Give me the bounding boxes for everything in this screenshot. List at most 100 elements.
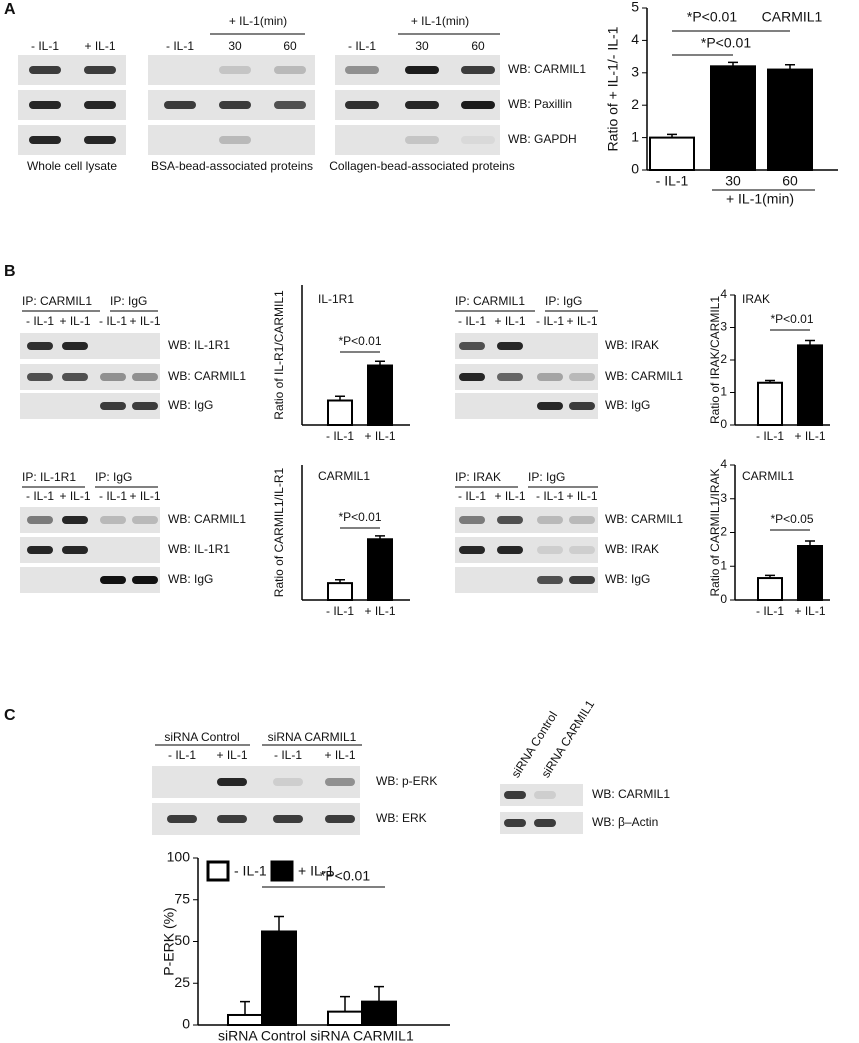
band (459, 342, 485, 350)
bar (367, 364, 393, 426)
x-tick-label: - IL-1 (756, 429, 784, 443)
wb-label: WB: GAPDH (508, 132, 577, 146)
band (497, 546, 523, 554)
lane-label: + IL-1 (324, 748, 355, 762)
band (345, 66, 379, 74)
y-tick-label: 100 (167, 849, 191, 865)
band (459, 516, 485, 524)
bar (710, 65, 756, 171)
y-tick-label: 75 (174, 890, 190, 906)
band (132, 373, 158, 381)
lane-label: - IL-1 (274, 748, 302, 762)
band (534, 791, 556, 799)
band (100, 576, 126, 584)
error-bar (765, 379, 775, 383)
band (325, 778, 355, 786)
band (537, 373, 563, 381)
band (164, 101, 196, 109)
wb-label: WB: IgG (168, 572, 213, 586)
chart-title: CARMIL1 (318, 469, 370, 483)
wb-label: WB: CARMIL1 (605, 369, 683, 383)
legend-label: + IL-1 (298, 863, 334, 879)
blot-caption: Whole cell lysate (27, 159, 117, 173)
error-bar (375, 360, 385, 366)
x-tick-label: siRNA CARMIL1 (310, 1028, 414, 1043)
chart-title: CARMIL1 (742, 469, 794, 483)
band (534, 819, 556, 827)
group-label: IP: IgG (528, 470, 565, 484)
band (537, 546, 563, 554)
y-tick-label: 5 (631, 0, 639, 15)
y-tick-label: 2 (720, 525, 727, 539)
band (29, 66, 61, 74)
group-label: IP: IgG (95, 470, 132, 484)
lane-label: - IL-1 (166, 39, 194, 53)
band (459, 373, 485, 381)
wb-label: WB: CARMIL1 (168, 512, 246, 526)
y-tick-label: 4 (631, 31, 639, 47)
band (405, 101, 439, 109)
group-label: siRNA Control (164, 730, 239, 744)
group-label: + IL-1(min) (229, 14, 287, 28)
wb-label: WB: ERK (376, 811, 427, 825)
blot-strip (152, 766, 360, 798)
band (274, 66, 306, 74)
lane-label: + IL-1 (566, 314, 597, 328)
lane-label: 60 (471, 39, 485, 53)
bar (327, 582, 353, 601)
y-tick-label: 1 (631, 128, 639, 144)
band (461, 66, 495, 74)
lane-label: 30 (228, 39, 242, 53)
lane-label: 30 (415, 39, 429, 53)
lane-label: + IL-1 (566, 489, 597, 503)
lane-label: + IL-1 (84, 39, 115, 53)
lane-label: - IL-1 (348, 39, 376, 53)
category-group: + IL-1(min) (726, 191, 794, 207)
band (537, 576, 563, 584)
bar (367, 538, 393, 601)
error-bar (375, 535, 385, 540)
lane-label: - IL-1 (168, 748, 196, 762)
wb-label: WB: IRAK (605, 338, 659, 352)
band (84, 66, 116, 74)
band (132, 402, 158, 410)
bar (767, 68, 813, 171)
band (497, 516, 523, 524)
y-tick-label: 0 (631, 161, 639, 177)
y-tick-label: 0 (720, 592, 727, 606)
lane-label: + IL-1 (494, 489, 525, 503)
x-tick-label: 30 (725, 173, 741, 189)
lane-label: + IL-1 (59, 314, 90, 328)
x-tick-label: 60 (782, 173, 798, 189)
error-bar (374, 985, 384, 1002)
bar (649, 136, 695, 172)
band (62, 546, 88, 554)
band (84, 136, 116, 144)
lane-label: - IL-1 (99, 489, 127, 503)
band (273, 778, 303, 786)
band (217, 815, 247, 823)
group-label: + IL-1(min) (411, 14, 469, 28)
band (132, 516, 158, 524)
y-tick-label: 50 (174, 932, 190, 948)
band (29, 136, 61, 144)
wb-label: WB: IgG (605, 572, 650, 586)
y-tick-label: 0 (720, 417, 727, 431)
chart-title: IRAK (742, 292, 770, 306)
group-label: IP: IL-1R1 (22, 470, 76, 484)
band (100, 402, 126, 410)
band (29, 101, 61, 109)
error-bar (785, 63, 795, 70)
bar (797, 545, 823, 601)
y-tick-label: 4 (720, 457, 727, 471)
significance: *P<0.05 (770, 512, 813, 526)
x-tick-label: siRNA Control (218, 1028, 306, 1043)
legend-label: - IL-1 (234, 863, 267, 879)
band (497, 373, 523, 381)
x-tick-label: + IL-1 (364, 604, 395, 618)
group-label: IP: IgG (545, 294, 582, 308)
wb-label: WB: IgG (168, 398, 213, 412)
wb-label: WB: Paxillin (508, 97, 572, 111)
x-tick-label: - IL-1 (326, 604, 354, 618)
lane-label: 60 (283, 39, 297, 53)
